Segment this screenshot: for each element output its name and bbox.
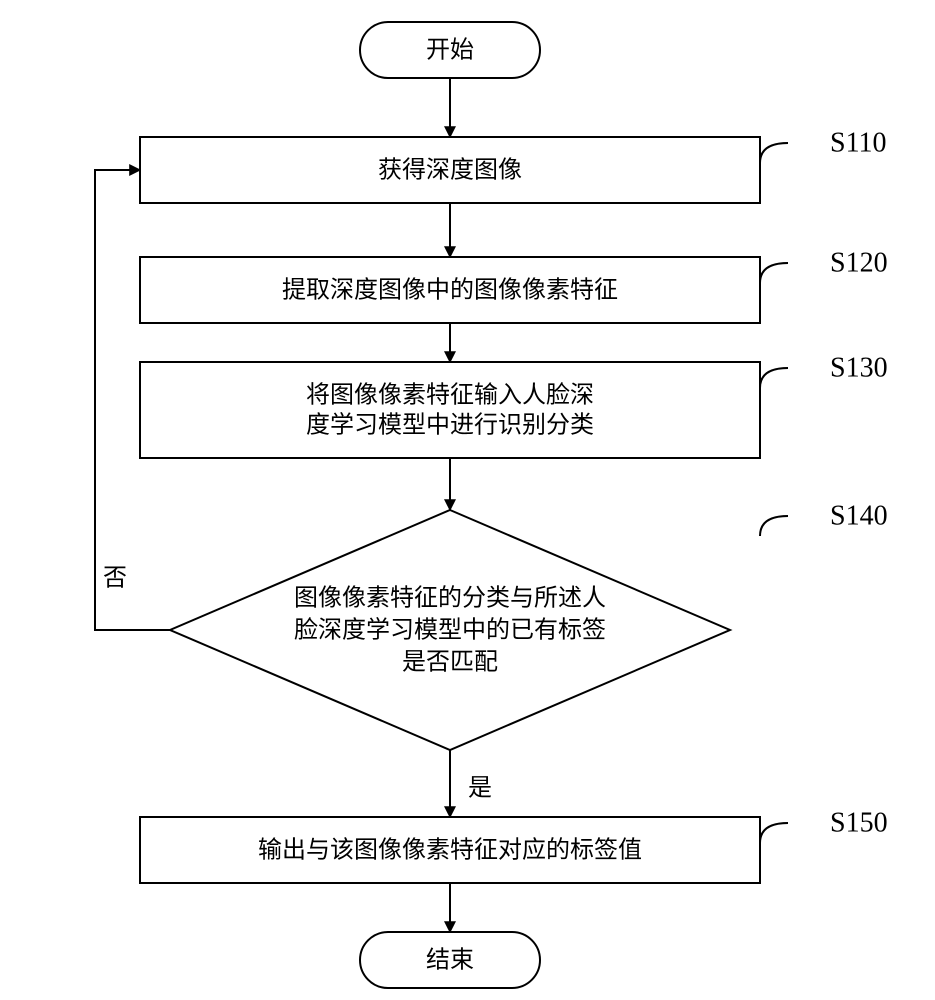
svg-text:将图像像素特征输入人脸深: 将图像像素特征输入人脸深 xyxy=(306,382,594,409)
svg-text:获得深度图像: 获得深度图像 xyxy=(378,157,522,184)
svg-text:图像像素特征的分类与所述人: 图像像素特征的分类与所述人 xyxy=(294,585,606,612)
svg-text:脸深度学习模型中的已有标签: 脸深度学习模型中的已有标签 xyxy=(294,617,606,644)
svg-text:度学习模型中进行识别分类: 度学习模型中进行识别分类 xyxy=(306,412,594,439)
svg-text:否: 否 xyxy=(103,566,127,592)
svg-text:输出与该图像像素特征对应的标签值: 输出与该图像像素特征对应的标签值 xyxy=(258,837,642,864)
svg-text:是否匹配: 是否匹配 xyxy=(402,650,498,676)
svg-text:提取深度图像中的图像像素特征: 提取深度图像中的图像像素特征 xyxy=(282,277,618,304)
svg-text:开始: 开始 xyxy=(426,37,474,64)
svg-text:S110: S110 xyxy=(830,127,887,158)
svg-text:是: 是 xyxy=(468,776,492,802)
svg-text:S150: S150 xyxy=(830,807,888,838)
svg-text:S140: S140 xyxy=(830,500,888,531)
svg-text:结束: 结束 xyxy=(426,947,474,974)
svg-text:S130: S130 xyxy=(830,352,888,383)
svg-text:S120: S120 xyxy=(830,247,888,278)
